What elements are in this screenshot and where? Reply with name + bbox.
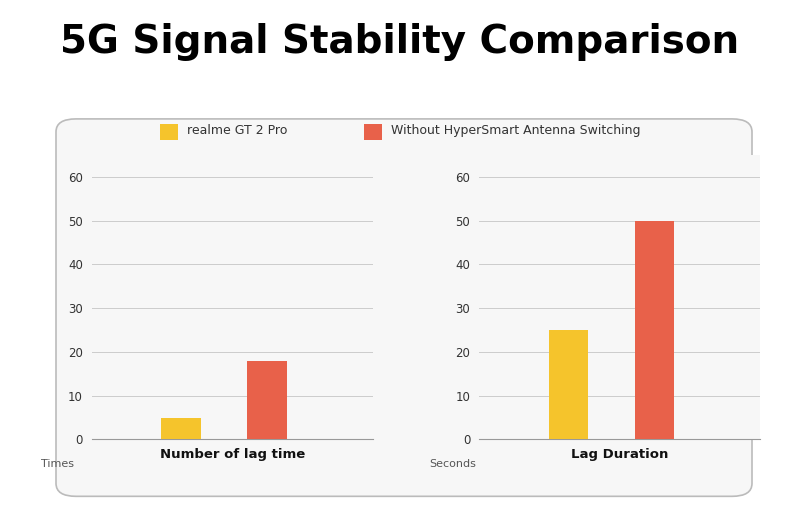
- X-axis label: Lag Duration: Lag Duration: [571, 448, 668, 461]
- Text: Seconds: Seconds: [429, 459, 476, 469]
- Bar: [634, 221, 674, 439]
- Text: 5G Signal Stability Comparison: 5G Signal Stability Comparison: [61, 23, 739, 62]
- Bar: [162, 418, 201, 439]
- Text: Times: Times: [42, 459, 74, 469]
- X-axis label: Number of lag time: Number of lag time: [160, 448, 305, 461]
- Text: Without HyperSmart Antenna Switching: Without HyperSmart Antenna Switching: [391, 124, 641, 138]
- Bar: [247, 361, 287, 439]
- Text: realme GT 2 Pro: realme GT 2 Pro: [187, 124, 287, 138]
- Bar: [549, 330, 588, 439]
